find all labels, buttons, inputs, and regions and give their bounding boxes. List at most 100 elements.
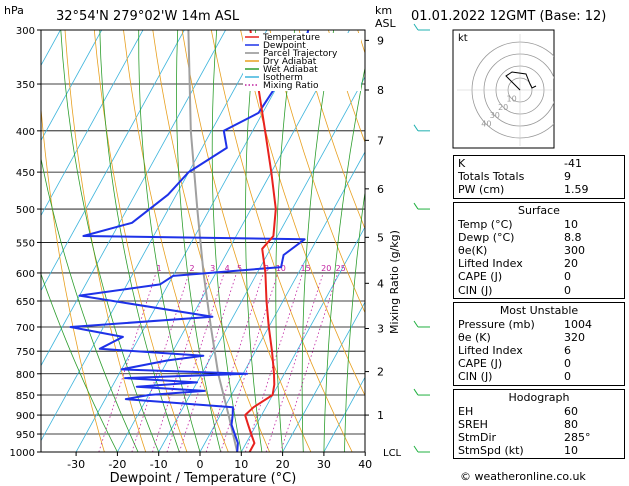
- wind-barb-flag: [413, 320, 419, 328]
- most-unstable-indices: Most Unstable Pressure (mb) 1004 θe (K) 320…: [453, 301, 625, 386]
- index-row: SREH 80: [458, 418, 620, 431]
- datetime-title: 01.01.2022 12GMT (Base: 12): [411, 9, 606, 24]
- mixing-ratio-line: [152, 272, 211, 452]
- index-label: EH: [458, 404, 474, 418]
- temperature-tick-label: -20: [108, 458, 126, 471]
- index-row: CAPE (J) 0: [458, 357, 620, 370]
- index-label: Lifted Index: [458, 257, 523, 271]
- index-value: 80: [564, 417, 578, 431]
- chart-axes: 3003504004505005506006507007508008509009…: [10, 26, 384, 471]
- index-value: 9: [564, 170, 571, 184]
- temperature-tick-label: 40: [358, 458, 372, 471]
- mixing-ratio-line: [98, 272, 157, 452]
- wet-adiabat: [344, 189, 365, 452]
- hodograph-ring-label: 40: [481, 120, 491, 129]
- index-label: StmDir: [458, 431, 497, 444]
- index-value: 320: [564, 330, 585, 344]
- isotherm: [323, 376, 365, 452]
- wind-barb-flag: [413, 445, 419, 453]
- index-value: 6: [564, 344, 571, 358]
- dry-adiabat: [41, 104, 105, 452]
- pressure-tick-label: 850: [16, 391, 35, 402]
- mixing-ratio-tick-label: 1: [156, 264, 161, 273]
- surface-title: Surface: [518, 203, 560, 217]
- km-tick-label: 4: [377, 277, 384, 290]
- lcl-label: LCL: [383, 448, 402, 459]
- hodograph-ring-label: 30: [490, 111, 500, 120]
- mixing-ratio-line: [265, 272, 324, 452]
- hodograph-ring-label: 10: [507, 94, 517, 103]
- legend-label: Temperature: [262, 33, 320, 43]
- wet-adiabat: [245, 30, 263, 452]
- dry-adiabat: [298, 30, 365, 230]
- mixing-ratio-line: [166, 272, 225, 452]
- temperature-tick-label: 30: [317, 458, 331, 471]
- index-label: θe(K): [458, 243, 488, 257]
- mixing-ratio-tick-label: 4: [225, 264, 230, 273]
- mixing-ratio-line: [280, 272, 339, 452]
- index-value: 285°: [564, 431, 591, 444]
- mixing-ratio-tick-label: 25: [336, 264, 346, 273]
- index-value: 0: [564, 370, 571, 384]
- index-label: CAPE (J): [458, 270, 503, 284]
- temperature-tick-label: 0: [197, 458, 204, 471]
- pressure-tick-label: 600: [16, 269, 35, 280]
- pressure-tick-label: 450: [16, 168, 35, 179]
- index-row: CIN (J) 0: [458, 370, 620, 383]
- wind-profile: [413, 23, 430, 453]
- wet-adiabat: [138, 30, 201, 452]
- isotherm: [282, 301, 365, 452]
- temperature-tick-label: 10: [234, 458, 248, 471]
- index-label: CIN (J): [458, 283, 493, 297]
- index-row: θe(K) 300: [458, 244, 620, 257]
- index-row: Totals Totals 9: [458, 170, 620, 183]
- pressure-tick-label: 900: [16, 411, 35, 422]
- index-label: StmSpd (kt): [458, 444, 524, 458]
- index-value: -41: [564, 157, 582, 170]
- index-value: 0: [564, 357, 571, 371]
- mixing-ratio-axis-label: Mixing Ratio (g/kg): [388, 230, 401, 334]
- x-axis-label: Dewpoint / Temperature (°C): [110, 471, 297, 486]
- wet-adiabat: [275, 30, 296, 452]
- pressure-tick-label: 800: [16, 370, 35, 381]
- mixing-ratio-tick-label: 20: [321, 264, 331, 273]
- km-tick-label: 7: [377, 134, 384, 147]
- dry-adiabat: [64, 30, 147, 452]
- dry-adiabat: [123, 30, 229, 452]
- pressure-tick-label: 300: [16, 26, 35, 37]
- km-tick-label: 6: [377, 183, 384, 196]
- index-value: 60: [564, 404, 578, 418]
- basic-indices: K -41 Totals Totals 9 PW (cm) 1.59: [453, 155, 625, 199]
- mixing-ratio-tick-label: 2: [189, 264, 194, 273]
- isotherm: [41, 30, 144, 217]
- index-label: Dewp (°C): [458, 230, 515, 244]
- index-label: Temp (°C): [458, 217, 513, 231]
- index-value: 300: [564, 243, 585, 257]
- dry-adiabat: [181, 30, 312, 452]
- wind-barb-flag: [413, 388, 419, 396]
- hodograph-ring-label: 20: [498, 103, 508, 112]
- km-tick-label: 9: [377, 34, 384, 47]
- mixing-ratio-tick-label: 3: [210, 264, 215, 273]
- index-row: Dewp (°C) 8.8: [458, 231, 620, 244]
- index-value: 1004: [564, 317, 592, 331]
- wind-barb-flag: [413, 124, 419, 132]
- wet-adiabat: [176, 30, 222, 452]
- index-row: Pressure (mb) 1004: [458, 318, 620, 331]
- wet-adiabat: [211, 30, 242, 452]
- pressure-tick-label: 750: [16, 347, 35, 358]
- legend-label: Dewpoint: [263, 41, 306, 51]
- index-row: Temp (°C) 10: [458, 218, 620, 231]
- mixing-ratio-tick-label: 5: [237, 264, 242, 273]
- hodograph-title: Hodograph: [508, 390, 570, 404]
- surface-indices: Surface Temp (°C) 10 Dewp (°C) 8.8 θe(K) 300 L…: [453, 201, 625, 299]
- km-unit: km: [375, 4, 392, 17]
- pressure-tick-label: 550: [16, 238, 35, 249]
- mixing-ratio-line: [220, 272, 279, 452]
- temperature-tick-label: -10: [150, 458, 168, 471]
- temperature-tick-label: -30: [67, 458, 85, 471]
- index-row: StmSpd (kt) 10: [458, 444, 620, 457]
- pressure-tick-label: 400: [16, 127, 35, 138]
- hodograph-frame: [452, 29, 555, 149]
